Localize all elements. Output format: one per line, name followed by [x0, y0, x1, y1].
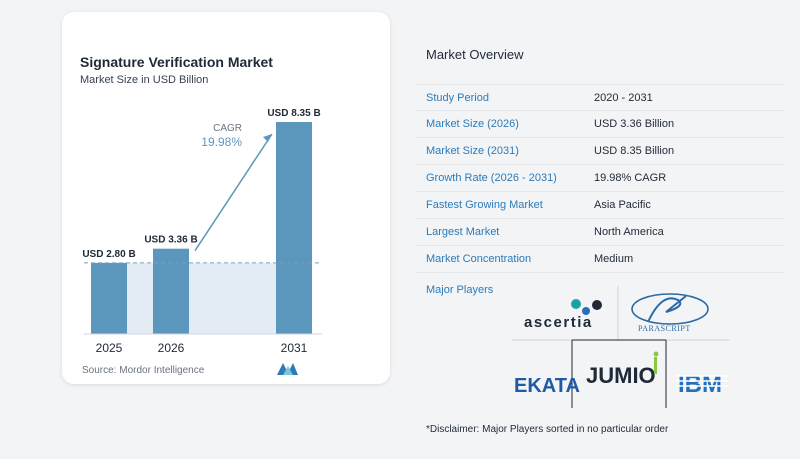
bar-chart: USD 2.80 B USD 3.36 B USD 8.35 B 2025 2026 20… [82, 108, 322, 355]
overview-row-label: Market Concentration [426, 253, 532, 265]
mordor-logo-icon [277, 363, 298, 375]
source-text: Source: Mordor Intelligence [82, 365, 205, 376]
overview-row-label: Fastest Growing Market [426, 199, 543, 211]
growth-band [91, 262, 312, 334]
x-tick-label: 2026 [158, 341, 185, 355]
overview-row-value: USD 8.35 Billion [594, 145, 675, 157]
overview-table: Study Period 2020 - 2031 Market Size (2026… [416, 84, 784, 273]
chart-subtitle: Market Size in USD Billion [80, 74, 209, 86]
bar [91, 262, 127, 334]
bar [276, 122, 312, 334]
parascript-logo-text: PARASCRIPT [638, 324, 691, 333]
overview-row: Market Concentration Medium [416, 246, 784, 273]
ascertia-logo-icon: ascertia [524, 299, 602, 331]
overview-title: Market Overview [426, 47, 524, 62]
major-players-grid: ascertia PARASCRIPT EKATA JUMIO IBM [512, 286, 730, 408]
chart-title: Signature Verification Market [80, 54, 273, 70]
bar [153, 248, 189, 334]
ibm-logo-text: IBM [678, 371, 722, 398]
overview-row: Market Size (2031) USD 8.35 Billion [416, 138, 784, 165]
cagr-arrow-line [194, 133, 273, 252]
overview-row-value: North America [594, 226, 664, 238]
parascript-logo-icon: PARASCRIPT [631, 293, 709, 333]
overview-row-value: Asia Pacific [594, 199, 651, 211]
overview-row: Study Period 2020 - 2031 [416, 84, 784, 111]
overview-row-label: Study Period [426, 91, 489, 104]
overview-row-value: USD 3.36 Billion [594, 118, 675, 130]
major-players-title: Major Players [426, 284, 494, 296]
chart-card: Signature Verification Market Market Siz… [62, 12, 390, 384]
cagr-label: CAGR [213, 123, 242, 134]
overview-row: Fastest Growing Market Asia Pacific [416, 192, 784, 219]
x-tick-label: 2031 [281, 341, 308, 355]
ekata-logo-icon: EKATA [514, 375, 580, 397]
disclaimer-text: *Disclaimer: Major Players sorted in no … [426, 424, 669, 435]
bar-value-label: USD 2.80 B [82, 249, 135, 260]
overview-row: Market Size (2026) USD 3.36 Billion [416, 111, 784, 138]
bar-value-label: USD 8.35 B [267, 108, 320, 119]
overview-row-value: 2020 - 2031 [594, 91, 653, 104]
cagr-value: 19.98% [201, 135, 242, 149]
x-tick-label: 2025 [96, 341, 123, 355]
overview-row-label: Growth Rate (2026 - 2031) [426, 172, 557, 184]
overview-row-label: Largest Market [426, 226, 500, 238]
overview-row-label: Market Size (2031) [426, 145, 519, 157]
bar-value-label: USD 3.36 B [144, 235, 197, 246]
overview-row: Growth Rate (2026 - 2031) 19.98% CAGR [416, 165, 784, 192]
overview-row-value: 19.98% CAGR [594, 172, 667, 184]
overview-row: Largest Market North America [416, 219, 784, 246]
overview-row-label: Market Size (2026) [426, 118, 519, 130]
market-overview-panel: Market Overview Study Period 2020 - 2031 M… [416, 0, 784, 459]
overview-row-value: Medium [594, 253, 634, 265]
jumio-logo-text: JUMIO [586, 363, 656, 388]
cagr-arrowhead-icon [263, 134, 272, 142]
jumio-logo-icon: JUMIO [586, 351, 659, 388]
ibm-logo-icon: IBM [676, 371, 728, 398]
ekata-logo-text: EKATA [514, 375, 580, 397]
ascertia-logo-text: ascertia [524, 314, 593, 331]
